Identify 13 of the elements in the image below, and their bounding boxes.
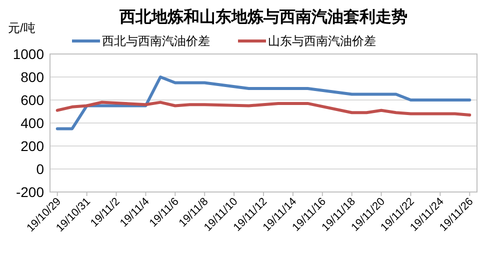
y-tick-label: -200 bbox=[16, 184, 44, 200]
y-tick-label: 600 bbox=[20, 92, 44, 108]
legend-label: 山东与西南汽油价差 bbox=[268, 34, 376, 48]
y-tick-label: 800 bbox=[20, 69, 44, 85]
y-tick-label: 200 bbox=[20, 138, 44, 154]
y-axis-title: 元/吨 bbox=[8, 21, 36, 35]
line-series bbox=[56, 76, 472, 130]
line-series bbox=[56, 100, 472, 116]
y-tick-label: 400 bbox=[20, 115, 44, 131]
legend-label: 西北与西南汽油价差 bbox=[102, 34, 210, 48]
y-tick-label: 0 bbox=[36, 161, 44, 177]
y-tick-label: 1000 bbox=[12, 46, 44, 62]
chart-title: 西北地炼和山东地炼与西南汽油套利走势 bbox=[118, 8, 408, 26]
